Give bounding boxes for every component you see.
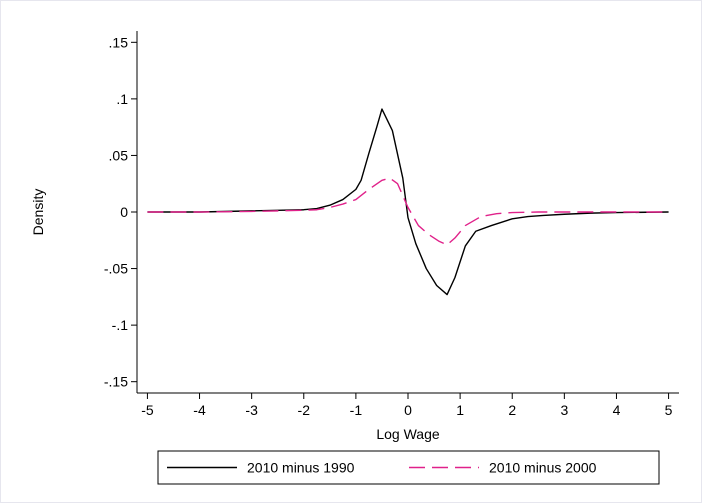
y-tick-label: .05 <box>109 147 129 163</box>
series-line-2010-minus-2000 <box>147 177 669 246</box>
x-tick-label: 2 <box>508 402 516 418</box>
legend-label-2010-minus-2000: 2010 minus 2000 <box>489 460 597 476</box>
x-tick-label: 1 <box>456 402 464 418</box>
x-tick-label: 0 <box>404 402 412 418</box>
legend: 2010 minus 1990 2010 minus 2000 <box>157 450 660 485</box>
x-axis-title: Log Wage <box>376 426 440 442</box>
x-tick-label: 4 <box>613 402 621 418</box>
x-tick-label: 5 <box>665 402 673 418</box>
y-tick-label: .15 <box>109 34 129 50</box>
y-tick-label: -.1 <box>112 317 129 333</box>
x-tick-label: -4 <box>193 402 206 418</box>
y-tick-label: .1 <box>116 91 128 107</box>
legend-box <box>157 450 660 485</box>
y-axis-title: Density <box>30 189 46 236</box>
axes: .15 .1 .05 0 -.05 -.1 -.15 -5 -4 -3 -2 -1 0 1 2 3 4 5 <box>104 31 679 418</box>
y-tick-label: -.05 <box>104 261 128 277</box>
x-tick-label: -2 <box>298 402 311 418</box>
x-tick-label: 3 <box>560 402 568 418</box>
x-tick-label: -1 <box>350 402 363 418</box>
y-tick-label: 0 <box>120 204 128 220</box>
y-tick-label: -.15 <box>104 374 128 390</box>
x-tick-label: -5 <box>141 402 154 418</box>
series-line-2010-minus-1990 <box>147 108 669 296</box>
legend-label-2010-minus-1990: 2010 minus 1990 <box>247 460 355 476</box>
plot-area <box>147 108 669 296</box>
x-tick-label: -3 <box>245 402 258 418</box>
